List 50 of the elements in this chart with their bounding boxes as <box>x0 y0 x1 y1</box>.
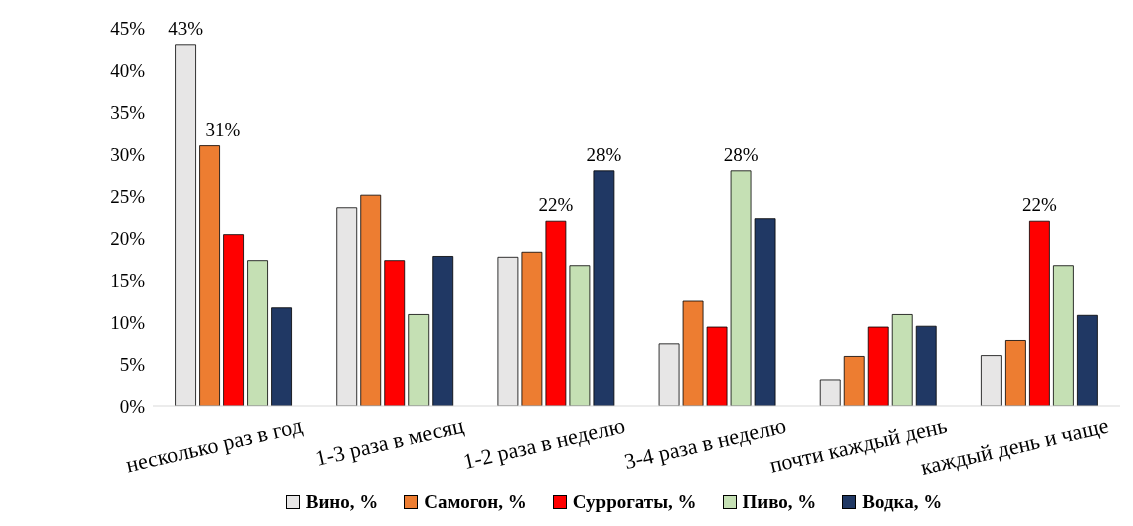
legend-label: Водка, % <box>861 491 943 513</box>
bar <box>408 314 430 406</box>
bar <box>658 343 680 406</box>
y-tick-label: 25% <box>110 185 146 207</box>
data-label: 31% <box>205 118 241 140</box>
bar <box>819 379 841 406</box>
bar <box>915 325 937 406</box>
bar <box>843 356 865 406</box>
legend-label: Самогон, % <box>423 491 527 513</box>
bar <box>981 355 1002 406</box>
data-label: 22% <box>538 194 574 216</box>
bar <box>706 326 728 406</box>
bar <box>336 207 358 406</box>
y-tick-label: 35% <box>110 101 146 123</box>
bar <box>1053 265 1074 406</box>
data-label: 28% <box>723 143 759 165</box>
bar <box>593 170 615 406</box>
bar <box>1005 340 1026 406</box>
bar <box>247 260 268 406</box>
bar <box>682 300 704 406</box>
bar <box>384 260 406 406</box>
bar <box>521 251 543 406</box>
data-label: 22% <box>1021 194 1057 216</box>
bar <box>271 307 292 406</box>
bar <box>223 234 244 406</box>
bar <box>730 170 752 406</box>
y-tick-label: 15% <box>110 269 146 291</box>
y-tick-label: 5% <box>119 353 146 375</box>
y-tick-label: 45% <box>110 17 146 39</box>
legend-label: Пиво, % <box>741 491 817 513</box>
bar <box>754 218 776 406</box>
bar <box>360 194 382 406</box>
bar <box>545 220 567 406</box>
legend-label: Вино, % <box>304 491 379 513</box>
bar <box>199 145 220 406</box>
legend-label: Суррогаты, % <box>571 491 697 513</box>
y-tick-label: 40% <box>110 59 146 81</box>
bar <box>1029 220 1050 406</box>
y-tick-label: 30% <box>110 143 146 165</box>
bar <box>891 314 913 406</box>
y-tick-label: 10% <box>110 311 146 333</box>
bar <box>432 256 454 406</box>
data-label: 28% <box>586 143 622 165</box>
bar <box>1077 314 1098 406</box>
bar <box>175 44 196 406</box>
bar <box>867 326 889 406</box>
data-label: 43% <box>168 17 204 39</box>
bar <box>497 256 519 406</box>
y-tick-label: 20% <box>110 227 146 249</box>
bar <box>569 265 591 406</box>
